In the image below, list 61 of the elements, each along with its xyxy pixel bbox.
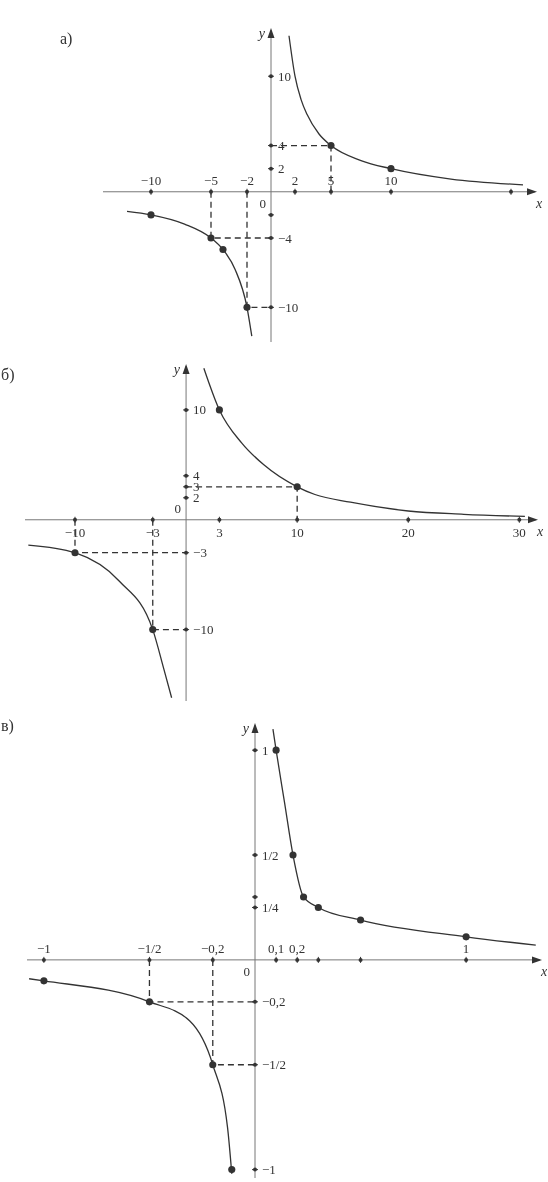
x-tick-label: 1 [462,940,470,956]
annotation: 0 [174,500,182,516]
point [40,977,48,985]
point [299,893,308,901]
chart-title: в) [1,717,14,735]
point [209,1061,217,1069]
x-tick-label: −1/2 [137,940,162,956]
x-tick-label: 20 [401,524,415,540]
y-tick-label: 1 [262,742,269,758]
point [272,746,280,754]
x-axis-title: x [535,195,543,211]
point [207,234,215,242]
point [293,483,301,491]
x-tick-label: 30 [512,524,526,540]
x-tick-label: −10 [140,172,162,188]
x-tick-label: −2 [240,172,254,188]
x-tick-label: 3 [216,524,223,540]
x-tick-label: 0,1 [267,940,285,956]
y-tick-label: 10 [278,68,291,84]
point [387,165,395,173]
y-tick-label: −3 [193,545,207,561]
y-tick-label: 1/4 [262,899,280,915]
y-tick-label: −1/2 [262,1057,286,1073]
x-tick-label: 10 [384,172,398,188]
x-axis-title: x [540,963,548,979]
point [314,903,322,912]
x-axis-title: x [536,523,544,539]
y-tick-label: −10 [193,622,214,638]
point [145,998,154,1006]
point [327,141,335,150]
y-tick-label: 10 [193,402,207,418]
point [289,851,297,859]
x-tick-label: −1 [36,940,51,956]
annotation: 0 [243,963,250,979]
point [219,245,227,254]
y-axis-title: y [240,721,250,736]
point [356,916,365,924]
y-tick-label: −1 [262,1162,276,1178]
point [149,626,157,634]
x-tick-label: 10 [290,524,304,540]
point [228,1166,236,1174]
point [243,303,251,311]
x-tick-label: −3 [145,524,160,540]
y-tick-label: 2 [278,161,285,177]
y-axis-title: y [256,26,266,41]
x-tick-label: 5 [327,172,335,188]
y-tick-label: −10 [278,299,299,315]
point [462,933,470,941]
x-tick-label: 0,2 [289,940,306,956]
point [71,549,79,557]
y-tick-label: 1/2 [262,847,279,863]
x-tick-label: −10 [64,524,86,540]
y-axis-title: y [171,362,181,377]
point [215,406,223,414]
point [147,211,155,219]
chart-title: а) [60,30,73,48]
y-tick-label: −0,2 [262,994,286,1010]
annotation: 0 [259,195,266,211]
x-tick-label: −5 [204,172,218,188]
y-tick-label: −4 [278,230,293,246]
chart-title: б) [1,366,15,384]
